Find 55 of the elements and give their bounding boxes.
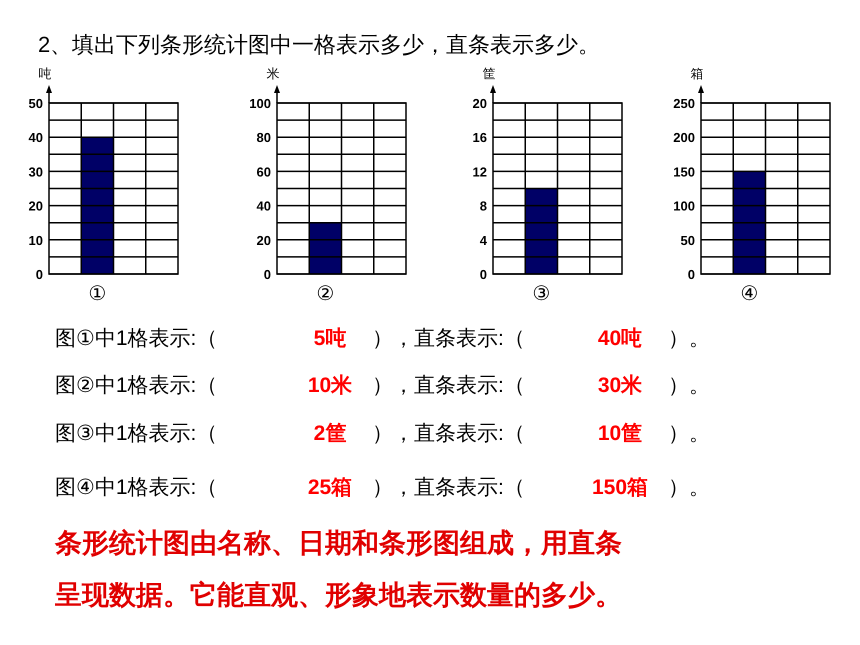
y-tick-label: 20: [28, 198, 43, 214]
y-tick-label: 4: [480, 232, 488, 248]
y-tick-label: 12: [472, 164, 487, 180]
text: ）。: [668, 422, 710, 445]
text: ）。: [668, 374, 710, 397]
y-tick-label: 0: [688, 267, 695, 282]
text: 30米: [598, 374, 644, 397]
text: 图④中1格表示:（: [55, 476, 218, 499]
text: 40吨: [598, 327, 642, 350]
text: 2筐: [314, 422, 346, 445]
text: ），直条表示:（: [372, 327, 525, 350]
y-tick-label: 100: [673, 198, 695, 214]
x-axis-title: ②: [316, 283, 334, 305]
text: 图③中1格表示:（: [55, 422, 218, 445]
text: 条形统计图由名称、日期和条形图组成，用直条: [54, 528, 622, 558]
text: ）。: [668, 327, 710, 350]
x-axis-title: ④: [740, 283, 758, 305]
x-axis-title: ①: [88, 283, 106, 305]
text: ）。: [668, 476, 710, 499]
y-tick-label: 20: [472, 96, 487, 111]
y-tick-label: 16: [472, 130, 487, 146]
y-tick-label: 0: [264, 267, 271, 282]
y-tick-label: 30: [28, 164, 43, 180]
text: ），直条表示:（: [372, 374, 525, 397]
y-axis-title: 箱: [690, 66, 704, 81]
y-tick-label: 200: [673, 130, 695, 146]
x-axis-title: ③: [532, 283, 550, 305]
text: 10筐: [598, 422, 642, 445]
text: ），直条表示:（: [372, 476, 525, 499]
y-tick-label: 100: [249, 96, 271, 111]
y-axis-title: 米: [266, 66, 280, 81]
text: 25箱: [308, 476, 352, 499]
y-tick-label: 60: [256, 164, 271, 180]
y-axis-title: 筐: [482, 66, 496, 81]
y-tick-label: 250: [673, 96, 695, 111]
y-tick-label: 8: [480, 198, 487, 214]
text: ），直条表示:（: [372, 422, 525, 445]
text: 5吨: [314, 327, 346, 350]
y-tick-label: 0: [480, 267, 487, 282]
y-tick-label: 50: [680, 232, 695, 248]
y-tick-label: 80: [256, 130, 271, 146]
y-tick-label: 0: [36, 267, 43, 282]
y-tick-label: 40: [256, 198, 271, 214]
text: 2、填出下列条形统计图中一格表示多少，直条表示多少。: [38, 32, 600, 57]
y-tick-label: 40: [28, 130, 43, 146]
text: 图①中1格表示:（: [55, 327, 218, 350]
y-tick-label: 50: [28, 96, 43, 111]
y-tick-label: 20: [256, 232, 271, 248]
y-tick-label: 150: [673, 164, 695, 180]
text: 150箱: [592, 476, 648, 499]
text: 10米: [308, 374, 354, 397]
y-tick-label: 10: [28, 232, 43, 248]
text: 呈现数据。它能直观、形象地表示数量的多少。: [54, 580, 622, 610]
text: 图②中1格表示:（: [55, 374, 218, 397]
y-axis-title: 吨: [38, 66, 52, 81]
